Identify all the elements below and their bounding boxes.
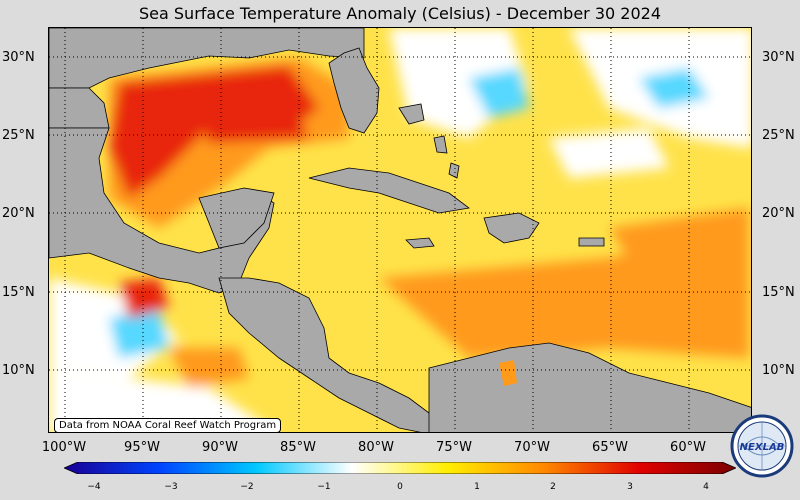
nexlab-logo: NEXLAB <box>730 414 794 478</box>
lon-label: 85°W <box>280 440 316 455</box>
colorbar-tick: 2 <box>550 482 556 492</box>
lat-label: 30°N <box>2 50 35 65</box>
logo-text: NEXLAB <box>740 442 785 453</box>
lon-label: 75°W <box>436 440 472 455</box>
colorbar <box>64 462 736 474</box>
lon-label: 90°W <box>202 440 238 455</box>
colorbar-tick: 0 <box>397 482 403 492</box>
lon-label: 70°W <box>514 440 550 455</box>
lon-label: 95°W <box>124 440 160 455</box>
lat-label: 10°N <box>2 363 35 378</box>
colorbar-tick: 4 <box>703 482 709 492</box>
lon-label: 80°W <box>358 440 394 455</box>
lon-label: 65°W <box>592 440 628 455</box>
colorbar-bar <box>64 462 736 474</box>
lat-label: 15°N <box>762 285 795 300</box>
lon-label: 60°W <box>670 440 706 455</box>
map-title: Sea Surface Temperature Anomaly (Celsius… <box>139 4 661 23</box>
map-canvas <box>49 28 751 432</box>
lon-label: 100°W <box>41 440 87 455</box>
lat-label: 20°N <box>2 206 35 221</box>
anomaly-patches <box>49 28 751 432</box>
colorbar-tick: −3 <box>164 482 178 492</box>
lat-label: 25°N <box>2 128 35 143</box>
lat-lon-grid <box>49 28 751 432</box>
lat-label: 20°N <box>762 206 795 221</box>
lat-label: 30°N <box>762 50 795 65</box>
lat-label: 15°N <box>2 285 35 300</box>
lat-label: 25°N <box>762 128 795 143</box>
colorbar-tick: −4 <box>87 482 101 492</box>
land-masses <box>49 28 751 432</box>
colorbar-tick: −2 <box>240 482 254 492</box>
lat-label: 10°N <box>762 363 795 378</box>
colorbar-tick: 1 <box>474 482 480 492</box>
sst-anomaly-map <box>48 27 752 433</box>
colorbar-tick: 3 <box>627 482 633 492</box>
colorbar-tick: −1 <box>317 482 331 492</box>
data-credit-label: Data from NOAA Coral Reef Watch Program <box>54 418 282 433</box>
